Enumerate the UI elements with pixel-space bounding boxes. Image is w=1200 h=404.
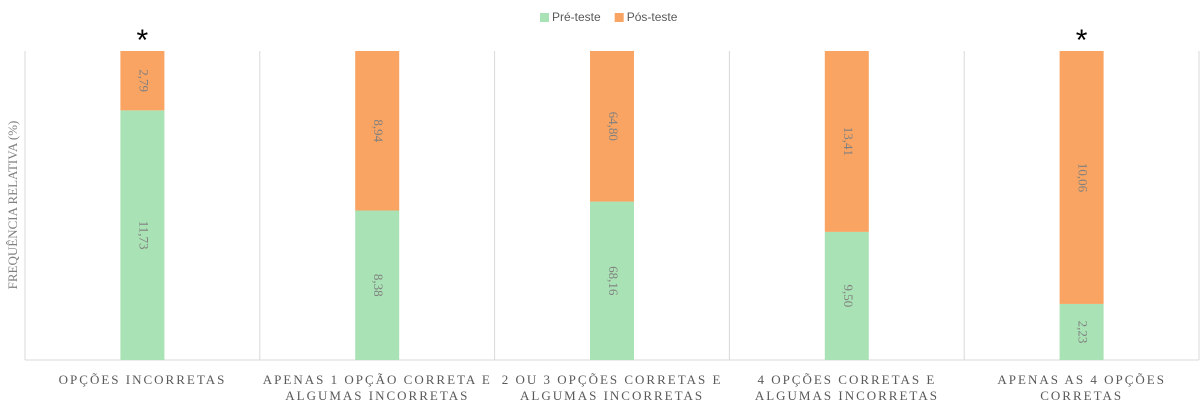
annotation: * bbox=[1076, 24, 1088, 57]
bar-segment bbox=[824, 231, 869, 360]
bar-segment bbox=[355, 210, 400, 360]
x-tick-label: 4 OPÇÕES CORRETAS E ALGUMAS INCORRETAS bbox=[754, 372, 939, 403]
legend-swatch bbox=[614, 13, 624, 22]
bar-segment bbox=[590, 51, 634, 202]
data-label: 10,06 bbox=[1076, 163, 1091, 193]
data-label: 2,23 bbox=[1076, 321, 1091, 344]
bar-segment bbox=[590, 201, 634, 360]
x-tick-label: APENAS AS 4 OPÇÕES CORRETAS bbox=[997, 372, 1166, 403]
bar-segment bbox=[120, 51, 165, 111]
bar-segment bbox=[824, 51, 869, 232]
y-axis-label: FREQUÊNCIA RELATIVA (%) bbox=[5, 121, 20, 290]
legend-label: Pré-teste bbox=[552, 10, 601, 24]
legend-label: Pós-teste bbox=[627, 10, 678, 24]
x-tick-label: APENAS 1 OPÇÃO CORRETA E ALGUMAS INCORRE… bbox=[262, 372, 492, 403]
data-label: 68,16 bbox=[606, 266, 621, 296]
data-label: 8,94 bbox=[371, 119, 386, 142]
data-label: 64,80 bbox=[606, 112, 621, 141]
data-label: 11,73 bbox=[136, 221, 151, 250]
bar-segment bbox=[1059, 51, 1104, 304]
bar-segment bbox=[120, 110, 165, 361]
bar-segment bbox=[1059, 303, 1104, 360]
x-tick-label: OPÇÕES INCORRETAS bbox=[58, 372, 227, 387]
data-label: 13,41 bbox=[841, 127, 856, 156]
bar-segment bbox=[355, 51, 400, 211]
x-tick-label: 2 OU 3 OPÇÕES CORRETAS E ALGUMAS INCORRE… bbox=[501, 372, 723, 403]
data-label: 9,50 bbox=[841, 285, 856, 308]
legend-swatch bbox=[540, 13, 549, 22]
annotation: * bbox=[137, 24, 149, 57]
data-label: 2,79 bbox=[136, 69, 151, 92]
data-label: 8,38 bbox=[371, 274, 386, 297]
